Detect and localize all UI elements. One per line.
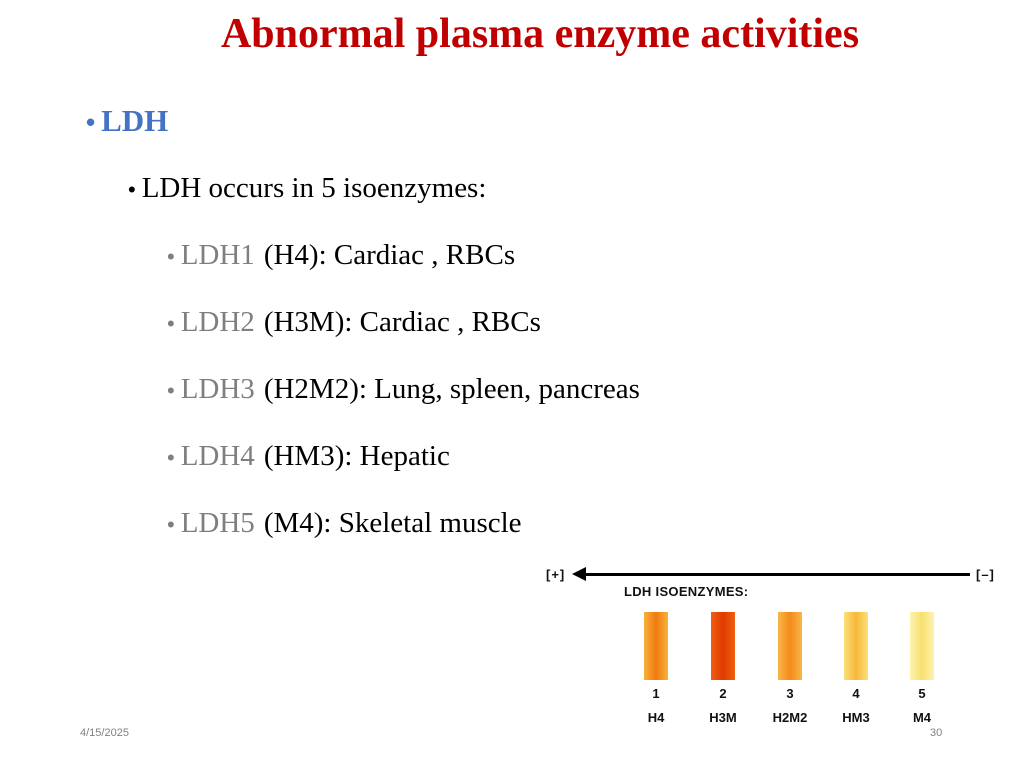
bullet-isoenzymes-intro: • LDH occurs in 5 isoenzymes:	[128, 172, 486, 205]
bullet-dot: •	[167, 378, 175, 403]
band-3	[778, 612, 802, 680]
bullet-dot: •	[167, 512, 175, 537]
slide-number: 30	[930, 727, 943, 739]
isoenzyme-name: LDH3	[180, 373, 255, 405]
bullet-dot: •	[167, 244, 175, 269]
bullet-isoenzyme-ldh2: • LDH2 (H3M): Cardiac , RBCs	[167, 306, 541, 339]
migration-arrow	[580, 573, 970, 576]
ldh-isoenzymes-figure: [+] [–] LDH ISOENZYMES: 1 2 3 4 5 H4 H3M…	[540, 558, 1010, 738]
band-1	[644, 612, 668, 680]
band-label: M4	[912, 710, 932, 725]
band-number: 3	[786, 686, 794, 701]
isoenzyme-description: (H2M2): Lung, spleen, pancreas	[263, 373, 640, 405]
isoenzyme-description: (H3M): Cardiac , RBCs	[263, 306, 541, 338]
positive-pole-label: [+]	[546, 567, 566, 582]
footer-date: 4/15/2025	[80, 727, 129, 739]
band-number: 5	[918, 686, 926, 701]
isoenzyme-name: LDH2	[180, 306, 255, 338]
band-label: H2M2	[772, 710, 808, 725]
band-2	[711, 612, 735, 680]
bullet-isoenzymes-intro-text: LDH occurs in 5 isoenzymes:	[141, 172, 487, 204]
isoenzyme-description: (M4): Skeletal muscle	[263, 507, 522, 539]
band-number: 4	[852, 686, 860, 701]
band-5	[910, 612, 934, 680]
bullet-isoenzyme-ldh3: • LDH3 (H2M2): Lung, spleen, pancreas	[167, 373, 640, 406]
band-number: 1	[652, 686, 660, 701]
slide-title: Abnormal plasma enzyme activities	[220, 11, 860, 57]
bullet-dot: •	[86, 107, 96, 137]
bullet-dot: •	[167, 445, 175, 470]
bullet-ldh: • LDH	[86, 103, 168, 139]
bullet-isoenzyme-ldh4: • LDH4 (HM3): Hepatic	[167, 440, 450, 473]
bullet-ldh-text: LDH	[101, 103, 169, 138]
isoenzyme-name: LDH5	[180, 507, 255, 539]
bullet-dot: •	[128, 177, 136, 202]
bullet-dot: •	[167, 311, 175, 336]
isoenzyme-name: LDH4	[180, 440, 255, 472]
band-label: HM3	[842, 710, 870, 725]
arrow-head-icon	[572, 567, 586, 581]
isoenzyme-description: (HM3): Hepatic	[263, 440, 450, 472]
bullet-isoenzyme-ldh1: • LDH1 (H4): Cardiac , RBCs	[167, 239, 515, 272]
band-number: 2	[719, 686, 727, 701]
figure-title: LDH ISOENZYMES:	[624, 584, 749, 599]
band-4	[844, 612, 868, 680]
negative-pole-label: [–]	[976, 567, 995, 582]
bullet-isoenzyme-ldh5: • LDH5 (M4): Skeletal muscle	[167, 507, 522, 540]
band-label: H3M	[709, 710, 737, 725]
isoenzyme-description: (H4): Cardiac , RBCs	[263, 239, 516, 271]
isoenzyme-name: LDH1	[180, 239, 255, 271]
band-label: H4	[647, 710, 665, 725]
